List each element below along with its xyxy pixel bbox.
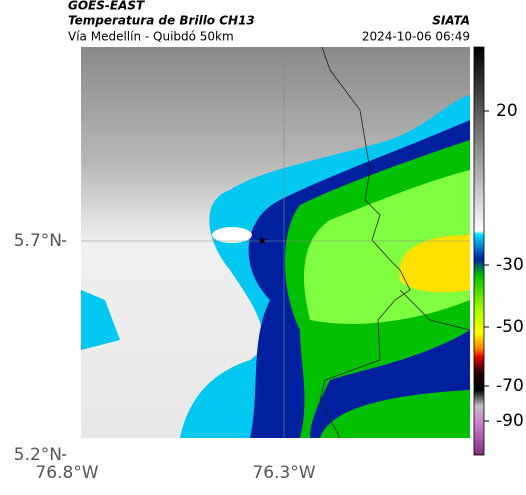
colorbar-label: -90 — [496, 411, 524, 431]
subtitle: Temperatura de Brillo CH13 — [68, 14, 255, 28]
lat-label: 5.7°N — [14, 231, 62, 251]
satellite-image: ★ — [81, 47, 470, 438]
svg-text:★: ★ — [257, 234, 268, 248]
colorbar-label: -70 — [496, 376, 524, 396]
region: Vía Medellín - Quibdó 50km — [68, 30, 234, 44]
lat-label: 5.2°N — [14, 445, 62, 465]
colorbar-label: 20 — [496, 101, 518, 121]
colorbar — [473, 46, 485, 456]
title: GOES-EAST — [68, 0, 145, 13]
lon-label: 76.8°W — [35, 463, 98, 483]
colorbar-label: -30 — [496, 255, 524, 275]
timestamp: 2024-10-06 06:49 — [362, 30, 470, 44]
colorbar-label: -50 — [496, 317, 524, 337]
source: SIATA — [432, 14, 470, 28]
lon-label: 76.3°W — [252, 463, 315, 483]
